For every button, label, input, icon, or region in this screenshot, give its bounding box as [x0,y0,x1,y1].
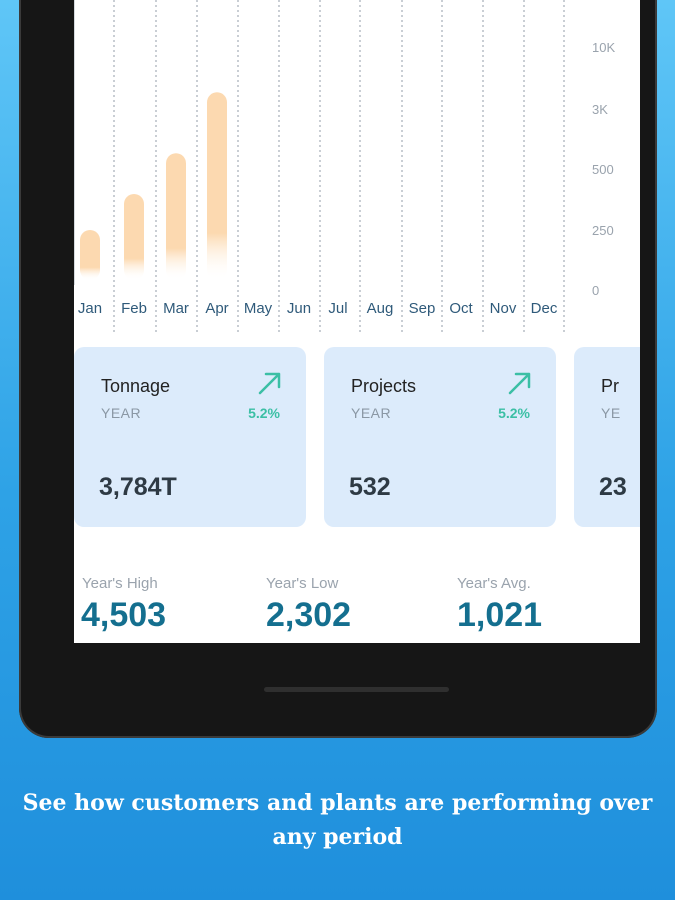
card-period: YE [601,405,621,421]
card-period: YEAR [351,405,392,421]
card-value: 23 [599,473,627,501]
years-low-value: 2,302 [266,596,352,634]
caption-line-2: any period [272,824,403,850]
month-label-nov: Nov [489,300,517,317]
years-high-value: 4,503 [81,596,167,634]
card-change: 5.2% [498,405,530,421]
month-label-dec: Dec [530,300,558,317]
month-label-mar: Mar [163,300,189,317]
projects-card[interactable]: Projects YEAR 5.2% 532 [324,347,556,527]
third-card[interactable]: Pr YE 23 [574,347,640,527]
card-title: Pr [601,376,619,396]
home-indicator [264,687,449,692]
bar-mar[interactable] [166,153,186,280]
bar-apr[interactable] [207,92,227,281]
app-screen: Jan Feb Mar Apr May Jun Jul Aug Sep Oct Nov Dec 10K… [74,0,640,643]
years-avg-label: Year's Avg. [457,575,531,592]
month-label-apr: Apr [205,300,229,317]
years-high-label: Year's High [82,575,158,592]
y-tick-label: 10K [592,40,616,55]
card-title: Tonnage [101,376,171,396]
arrow-up-right-icon [258,372,281,395]
y-tick-label: 0 [592,283,600,298]
month-label-may: May [243,300,273,317]
tonnage-card[interactable]: Tonnage YEAR 5.2% 3,784T [74,347,306,527]
month-label-oct: Oct [449,300,473,317]
card-value: 3,784T [99,473,177,501]
bar-jan[interactable] [80,230,100,280]
card-period: YEAR [101,405,142,421]
month-label-jan: Jan [77,300,103,317]
card-change: 5.2% [248,405,280,421]
years-avg-value: 1,021 [457,596,543,634]
years-low-label: Year's Low [266,575,339,592]
chart-canvas [74,0,565,332]
caption-line-1: See how customers and plants are perform… [22,790,653,816]
month-label-jul: Jul [328,300,348,317]
bar-feb[interactable] [124,194,144,280]
month-label-sep: Sep [408,300,436,317]
arrow-up-right-icon [508,372,531,395]
month-label-jun: Jun [286,300,312,317]
card-value: 532 [349,473,391,501]
month-label-feb: Feb [121,300,147,317]
month-label-aug: Aug [366,300,394,317]
promo-caption: See how customers and plants are perform… [0,786,675,854]
card-title: Projects [351,376,417,396]
y-tick-label: 3K [592,102,608,117]
y-tick-label: 500 [592,162,614,177]
monthly-bar-chart: Jan Feb Mar Apr May Jun Jul Aug Sep Oct Nov Dec 10K… [74,0,640,340]
y-tick-label: 250 [592,223,614,238]
